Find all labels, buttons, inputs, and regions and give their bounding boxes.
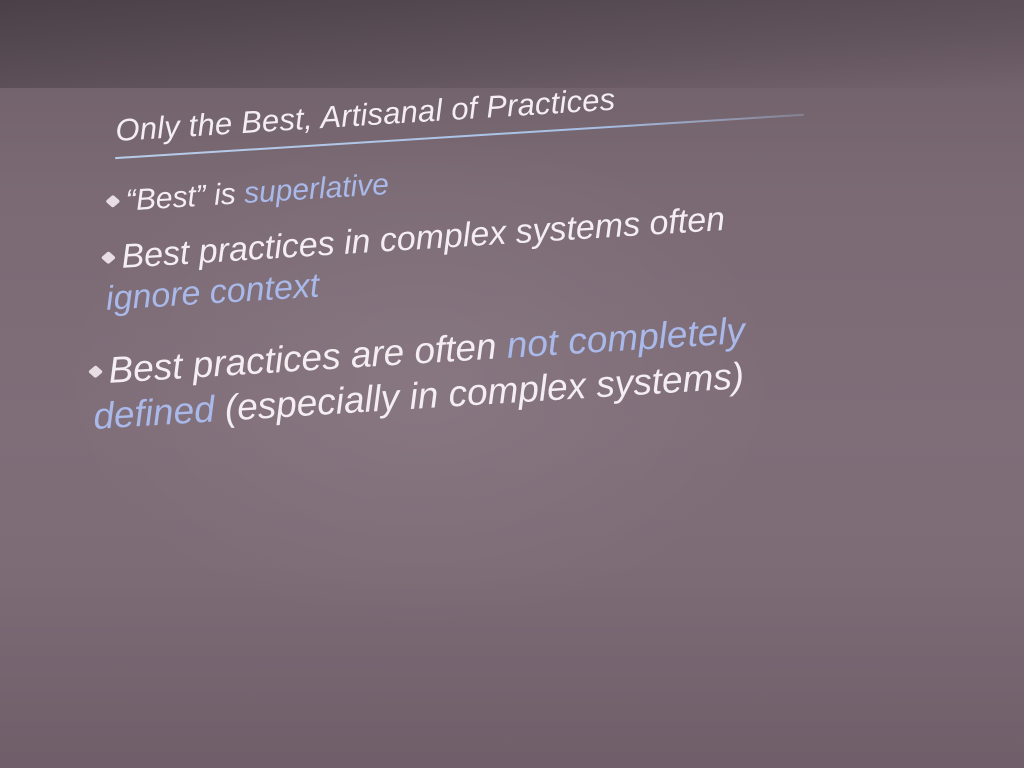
- bullet-marker-icon: [100, 251, 116, 265]
- bullet-1: “Best” is superlative: [105, 167, 390, 221]
- bullet-3-accent-line2: defined: [92, 388, 216, 438]
- bullet-marker-icon: [87, 365, 104, 379]
- bullet-1-accent: superlative: [242, 167, 390, 211]
- slide-title: Only the Best, Artisanal of Practices: [114, 81, 617, 148]
- bullet-marker-icon: [105, 194, 121, 208]
- top-shadow: [0, 0, 1024, 88]
- bottom-vignette: [0, 560, 1024, 768]
- bullet-1-prefix: “Best” is: [124, 177, 246, 218]
- bullet-3: Best practices are often not completely …: [87, 308, 749, 439]
- bullet-2: Best practices in complex systems often …: [100, 199, 729, 321]
